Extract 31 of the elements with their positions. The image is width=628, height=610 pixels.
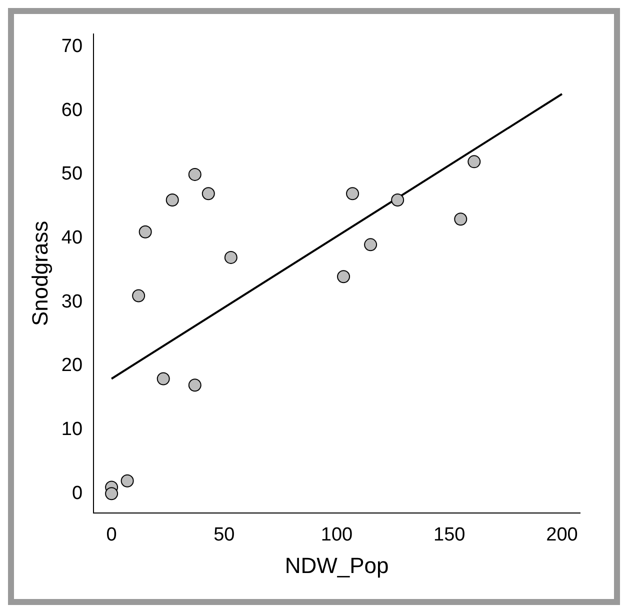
y-tick-label: 0 (72, 482, 83, 504)
point (454, 212, 468, 226)
point (120, 474, 134, 488)
x-axis-title: NDW_Pop (284, 552, 389, 578)
y-tick-label: 20 (61, 355, 83, 376)
x-tick-label: 200 (546, 524, 578, 546)
point (138, 225, 152, 238)
point (391, 193, 404, 206)
x-tick-label: 0 (106, 524, 117, 546)
point (337, 270, 350, 284)
point (224, 250, 238, 264)
point (156, 372, 170, 386)
point (132, 289, 146, 302)
point (188, 168, 202, 181)
y-tick-label: 70 (61, 36, 83, 57)
point (166, 193, 179, 206)
y-tick-label: 60 (61, 100, 83, 121)
y-tick-label: 50 (61, 164, 83, 185)
point (188, 378, 202, 392)
point (346, 187, 360, 200)
y-tick-label: 30 (61, 291, 83, 312)
y-tick-label: 40 (61, 228, 83, 249)
y-axis-title: Snodgrass (27, 220, 52, 326)
point (468, 155, 481, 168)
x-tick-label: 150 (434, 524, 466, 546)
y-tick-label: 10 (61, 419, 83, 440)
x-tick-label: 50 (214, 524, 235, 546)
point (105, 487, 118, 500)
x-tick-label: 100 (320, 524, 353, 546)
point (202, 187, 215, 200)
point (364, 238, 378, 252)
